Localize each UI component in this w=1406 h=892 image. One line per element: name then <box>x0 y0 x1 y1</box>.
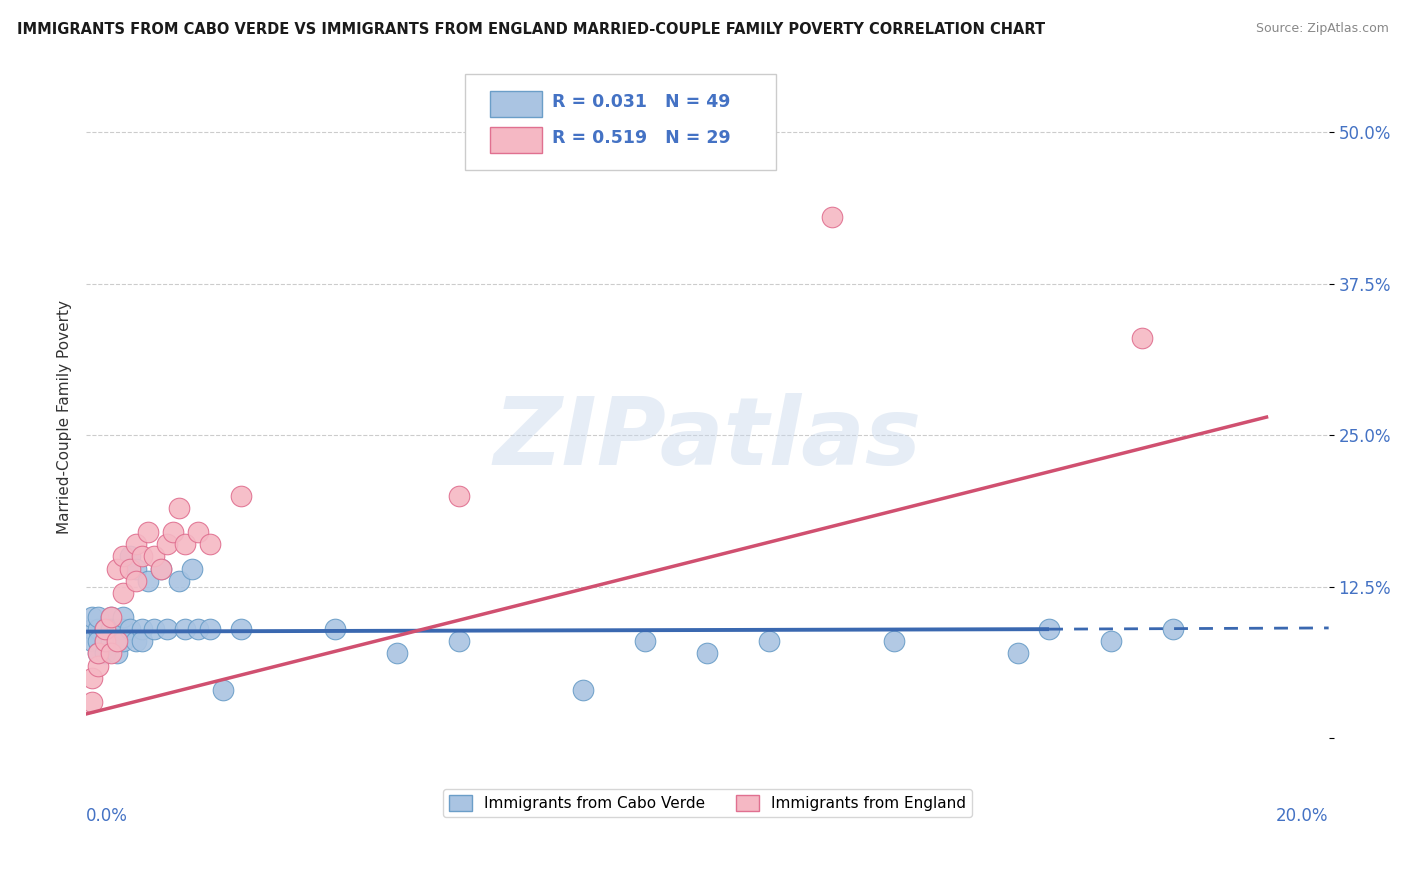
Point <box>125 537 148 551</box>
Point <box>156 622 179 636</box>
Point <box>87 610 110 624</box>
Point <box>180 561 202 575</box>
Point <box>82 695 104 709</box>
Text: 0.0%: 0.0% <box>86 806 128 825</box>
Point <box>634 634 657 648</box>
Text: R = 0.031   N = 49: R = 0.031 N = 49 <box>553 94 730 112</box>
Text: R = 0.519   N = 29: R = 0.519 N = 29 <box>553 129 731 147</box>
Point <box>87 647 110 661</box>
Point <box>156 537 179 551</box>
Point <box>112 622 135 636</box>
Point <box>118 622 141 636</box>
Point <box>93 634 115 648</box>
Point <box>125 574 148 588</box>
Point <box>87 622 110 636</box>
Point <box>572 682 595 697</box>
Point <box>136 574 159 588</box>
Point <box>211 682 233 697</box>
Point <box>93 622 115 636</box>
Point <box>105 622 128 636</box>
Point <box>100 647 122 661</box>
Point <box>112 549 135 564</box>
Legend: Immigrants from Cabo Verde, Immigrants from England: Immigrants from Cabo Verde, Immigrants f… <box>443 789 972 817</box>
Point <box>112 586 135 600</box>
Point <box>200 622 222 636</box>
Point <box>93 622 115 636</box>
Point <box>105 561 128 575</box>
Point <box>149 561 172 575</box>
Point <box>167 574 190 588</box>
Point <box>93 647 115 661</box>
Point <box>385 647 408 661</box>
Point <box>1099 634 1122 648</box>
Point <box>93 634 115 648</box>
Point <box>174 537 197 551</box>
Point <box>187 622 209 636</box>
Point <box>131 549 153 564</box>
Point <box>125 561 148 575</box>
Point <box>112 610 135 624</box>
Point <box>100 610 122 624</box>
Point <box>93 622 115 636</box>
Text: IMMIGRANTS FROM CABO VERDE VS IMMIGRANTS FROM ENGLAND MARRIED-COUPLE FAMILY POVE: IMMIGRANTS FROM CABO VERDE VS IMMIGRANTS… <box>17 22 1045 37</box>
Point <box>87 647 110 661</box>
Point <box>87 634 110 648</box>
Point <box>82 671 104 685</box>
Point <box>100 634 122 648</box>
Point <box>1163 622 1185 636</box>
Point <box>187 525 209 540</box>
Y-axis label: Married-Couple Family Poverty: Married-Couple Family Poverty <box>58 300 72 534</box>
Point <box>447 489 470 503</box>
Point <box>100 622 122 636</box>
Point <box>131 634 153 648</box>
Point <box>820 210 842 224</box>
Point <box>174 622 197 636</box>
Point <box>200 537 222 551</box>
Point <box>136 525 159 540</box>
Point <box>118 561 141 575</box>
Text: 20.0%: 20.0% <box>1277 806 1329 825</box>
FancyBboxPatch shape <box>465 74 776 170</box>
Point <box>447 634 470 648</box>
Point <box>758 634 780 648</box>
Point <box>323 622 346 636</box>
Point <box>149 561 172 575</box>
Point <box>105 647 128 661</box>
Point <box>167 500 190 515</box>
Point <box>87 658 110 673</box>
Point <box>82 634 104 648</box>
Point <box>1130 331 1153 345</box>
Point <box>162 525 184 540</box>
Point <box>82 610 104 624</box>
Point <box>125 634 148 648</box>
Point <box>883 634 905 648</box>
Point <box>231 622 253 636</box>
Point <box>1038 622 1060 636</box>
Text: Source: ZipAtlas.com: Source: ZipAtlas.com <box>1256 22 1389 36</box>
Point <box>118 549 141 564</box>
Point <box>100 610 122 624</box>
FancyBboxPatch shape <box>489 91 543 117</box>
Text: ZIPatlas: ZIPatlas <box>494 392 921 484</box>
Point <box>105 634 128 648</box>
FancyBboxPatch shape <box>489 127 543 153</box>
Point <box>112 634 135 648</box>
Point <box>231 489 253 503</box>
Point <box>82 622 104 636</box>
Point <box>131 622 153 636</box>
Point <box>696 647 718 661</box>
Point <box>143 549 166 564</box>
Point <box>143 622 166 636</box>
Point <box>105 634 128 648</box>
Point <box>1007 647 1029 661</box>
